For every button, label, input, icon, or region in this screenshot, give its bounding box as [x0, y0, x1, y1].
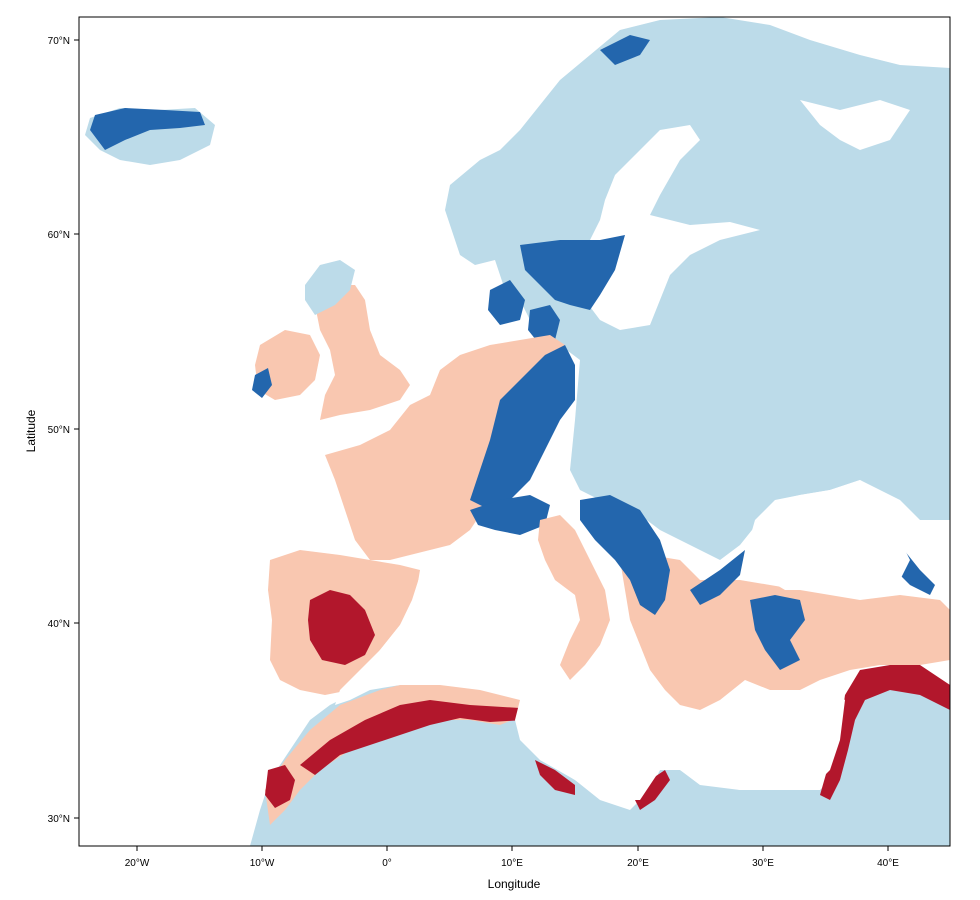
region-libya-coast [535, 760, 575, 795]
region-balkans-east [580, 495, 670, 615]
region-atlas [300, 700, 525, 775]
region-north-norway [600, 35, 650, 65]
x-tick-label: 40°E [877, 858, 899, 869]
x-tick-label: 30°E [752, 858, 774, 869]
y-tick-label: 40°N [48, 619, 70, 630]
land-italy [538, 515, 610, 680]
x-axis [136, 846, 889, 851]
y-tick-label: 30°N [48, 814, 70, 825]
x-tick-label: 20°E [627, 858, 649, 869]
white-sea [800, 100, 910, 150]
region-denmark [528, 305, 560, 345]
land-scotland [305, 260, 355, 315]
region-carpathians [690, 550, 745, 605]
x-tick-labels: 20°W 10°W 0° 10°E 20°E 30°E 40°E [125, 858, 900, 869]
region-morocco-south [265, 765, 295, 808]
land-north-africa [79, 680, 950, 846]
x-axis-title: Longitude [488, 877, 541, 891]
black-sea [745, 480, 910, 590]
mediterranean-sea [335, 560, 845, 800]
x-tick-label: 10°W [250, 858, 275, 869]
region-central-europe [470, 345, 575, 510]
region-levant [820, 665, 950, 800]
x-tick-label: 10°E [501, 858, 523, 869]
region-alps [470, 495, 550, 535]
region-southern-scandinavia [520, 235, 625, 310]
region-cyrenaica [635, 770, 670, 810]
y-tick-label: 50°N [48, 425, 70, 436]
land-great-britain [315, 285, 410, 420]
map-panel [79, 17, 950, 846]
y-tick-label: 70°N [48, 36, 70, 47]
region-central-iberia [308, 590, 375, 665]
plot-frame [78, 16, 951, 847]
y-tick-label: 60°N [48, 230, 70, 241]
y-tick-labels: 30°N 40°N 50°N 60°N 70°N [48, 36, 70, 825]
y-axis-title: Latitude [24, 409, 38, 452]
region-iceland-north [90, 108, 205, 150]
region-south-norway [488, 280, 525, 325]
x-tick-label: 0° [382, 858, 392, 869]
region-anatolia-west [750, 595, 805, 670]
baltic-sea [575, 125, 760, 330]
y-axis [74, 39, 79, 819]
x-tick-label: 20°W [125, 858, 150, 869]
land-western-europe [325, 335, 565, 560]
land-scandinavia-russia [445, 17, 950, 560]
region-ireland-west [252, 368, 272, 398]
